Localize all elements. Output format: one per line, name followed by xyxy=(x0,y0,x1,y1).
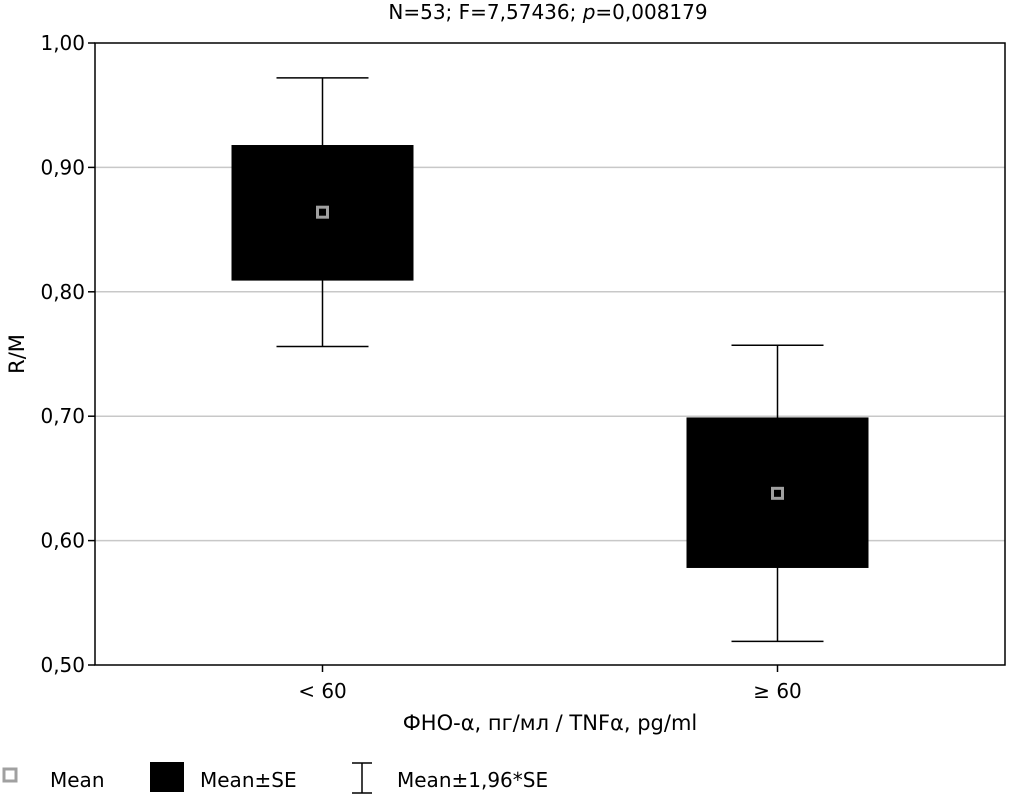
mean-marker xyxy=(316,205,329,219)
legend-ci-label: Mean±1,96*SE xyxy=(397,768,548,792)
y-tick-label: 0,90 xyxy=(40,155,85,179)
legend-whisker-icon xyxy=(352,762,372,794)
chart-title-part: =0,008179 xyxy=(595,0,707,24)
x-axis-label: ФНО-α, пг/мл / TNFα, pg/ml xyxy=(403,711,698,735)
legend-mean-marker xyxy=(2,767,18,783)
x-tick-label: ≥ 60 xyxy=(753,679,802,703)
legend-mean-label: Mean xyxy=(50,768,105,792)
plot-frame xyxy=(94,42,1006,666)
y-tick-label: 0,50 xyxy=(40,653,85,677)
y-tick-label: 0,80 xyxy=(40,280,85,304)
y-tick-label: 0,70 xyxy=(40,404,85,428)
chart-title-part: N=53; F=7,57436; xyxy=(388,0,582,24)
x-tick-label: < 60 xyxy=(298,679,347,703)
y-tick-label: 0,60 xyxy=(40,529,85,553)
y-axis-label: R/M xyxy=(5,334,29,374)
chart-title-part-italic: p xyxy=(582,0,596,24)
mean-marker xyxy=(771,486,784,500)
legend: Mean Mean±SE Mean±1,96*SE xyxy=(2,762,548,794)
legend-se-box xyxy=(150,762,184,792)
legend-se-label: Mean±SE xyxy=(200,768,297,792)
y-tick-label: 1,00 xyxy=(40,31,85,55)
chart-title: N=53; F=7,57436; p=0,008179 xyxy=(388,0,707,24)
